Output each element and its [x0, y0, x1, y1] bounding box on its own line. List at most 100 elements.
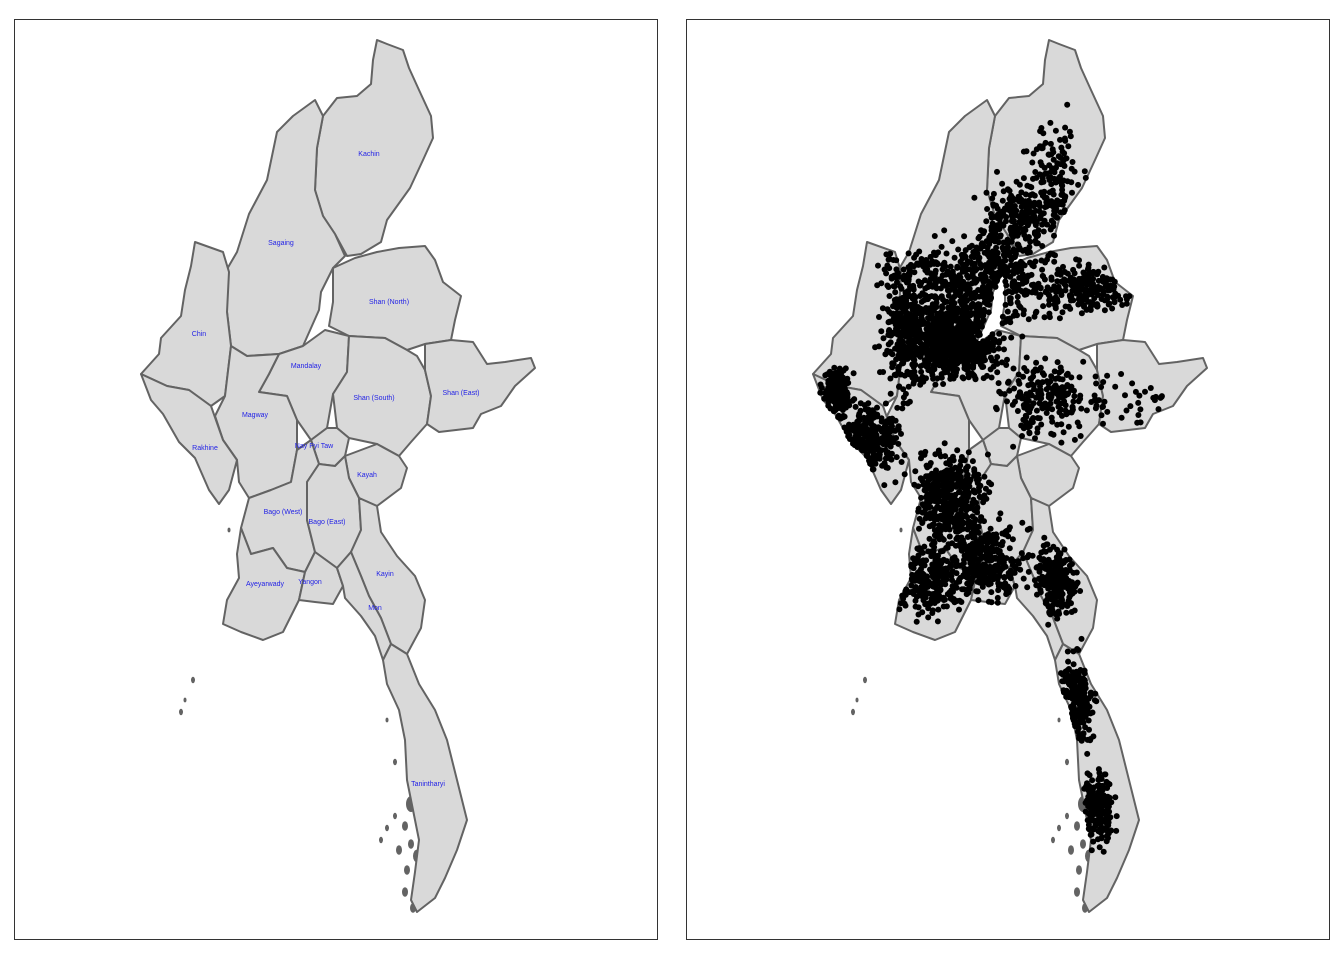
location-point: [980, 243, 987, 250]
location-point: [972, 343, 979, 350]
location-point: [1085, 276, 1092, 283]
location-point: [962, 247, 969, 254]
location-point: [886, 265, 893, 272]
location-point: [1018, 189, 1025, 196]
location-point: [1038, 421, 1045, 428]
location-point: [1105, 819, 1112, 826]
location-point: [922, 601, 929, 608]
location-point: [882, 400, 889, 407]
region-label-yangon: Yangon: [298, 579, 322, 586]
location-point: [1104, 372, 1111, 379]
location-point: [1005, 589, 1012, 596]
location-point: [1020, 373, 1027, 380]
location-point: [905, 383, 912, 390]
location-point: [1098, 384, 1105, 390]
location-point: [940, 296, 946, 303]
location-point: [983, 538, 990, 545]
location-point: [960, 504, 967, 511]
location-point: [1081, 287, 1088, 294]
location-point: [1033, 407, 1040, 414]
islet: [863, 676, 867, 684]
location-point: [927, 253, 934, 260]
location-point: [850, 440, 856, 447]
location-point: [916, 329, 923, 335]
location-point: [1060, 263, 1066, 270]
location-point: [883, 251, 890, 258]
location-point: [1030, 281, 1037, 288]
region-rakhine: [140, 373, 238, 505]
location-point: [944, 287, 951, 294]
location-point: [965, 274, 972, 281]
location-point: [917, 546, 924, 553]
location-point: [889, 318, 896, 325]
location-point: [1029, 159, 1036, 166]
location-point: [888, 436, 894, 443]
location-point: [1062, 282, 1069, 289]
location-point: [919, 582, 926, 589]
location-point: [978, 535, 984, 542]
location-point: [1089, 777, 1096, 784]
location-point: [935, 606, 942, 613]
location-point: [1094, 793, 1101, 800]
islet: [385, 717, 389, 723]
location-point: [1155, 406, 1162, 413]
location-point: [1028, 184, 1035, 191]
region-shan-north: [328, 245, 462, 351]
location-point: [995, 339, 1002, 346]
location-point: [963, 358, 970, 365]
location-point: [1038, 145, 1045, 152]
location-point: [1067, 133, 1074, 140]
location-point: [1067, 305, 1074, 312]
location-point: [1082, 174, 1089, 181]
location-point: [888, 450, 895, 457]
location-point: [1067, 274, 1074, 281]
location-point: [968, 331, 974, 338]
location-point: [932, 267, 939, 274]
location-point: [1067, 592, 1074, 598]
location-point: [1052, 294, 1059, 301]
location-point: [1100, 420, 1106, 427]
location-point: [1035, 379, 1041, 386]
location-point: [1000, 251, 1007, 258]
location-point: [938, 371, 945, 378]
location-point: [1027, 375, 1034, 382]
location-point: [970, 487, 977, 494]
location-point: [904, 400, 911, 407]
location-point: [983, 543, 990, 550]
location-point: [853, 424, 860, 431]
location-point: [1011, 203, 1018, 209]
location-point: [1069, 287, 1076, 294]
location-point: [967, 304, 974, 310]
location-point: [1007, 249, 1014, 256]
location-point: [940, 364, 947, 371]
location-point: [996, 573, 1003, 579]
location-point: [843, 428, 850, 435]
location-point: [885, 256, 892, 263]
location-point: [934, 311, 941, 318]
location-point: [1005, 379, 1011, 386]
location-point: [882, 351, 889, 358]
region-kachin: [314, 39, 434, 257]
location-point: [902, 332, 909, 339]
location-point: [898, 329, 905, 336]
location-point: [831, 364, 838, 371]
location-point: [1097, 788, 1104, 794]
location-point: [961, 483, 968, 489]
location-point: [959, 295, 966, 302]
location-point: [975, 529, 982, 536]
location-point: [1039, 370, 1046, 377]
location-point: [943, 460, 950, 467]
location-point: [1071, 270, 1078, 277]
location-point: [947, 511, 954, 518]
location-point: [1096, 844, 1103, 851]
location-point: [1049, 146, 1056, 153]
location-point: [895, 341, 902, 348]
location-point: [905, 264, 912, 271]
location-point: [1095, 277, 1102, 284]
location-point: [1069, 159, 1076, 165]
location-point: [1071, 436, 1078, 443]
location-point: [931, 233, 938, 239]
location-point: [1087, 787, 1094, 793]
location-point: [956, 488, 963, 495]
location-point: [1000, 245, 1007, 252]
